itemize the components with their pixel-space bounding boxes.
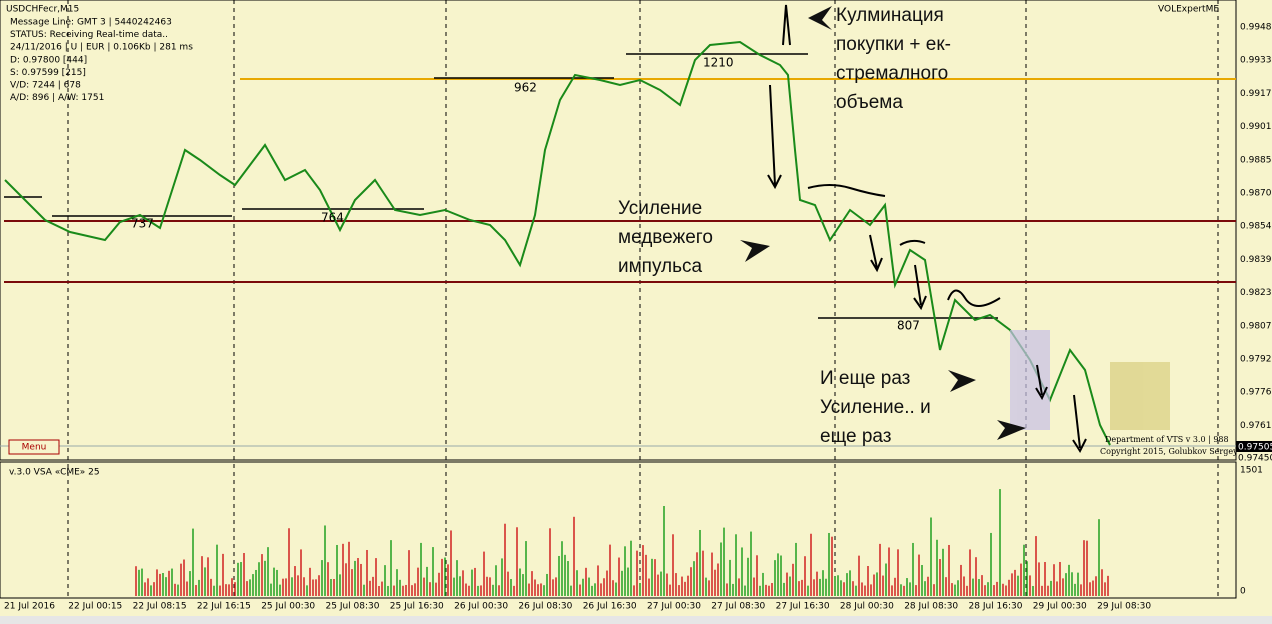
- time-label: 22 Jul 08:15: [133, 602, 187, 612]
- time-label: 25 Jul 16:30: [390, 602, 444, 612]
- price-label: 0.99485: [1240, 23, 1272, 33]
- annotation: объема: [836, 92, 903, 113]
- volume-profile: [1010, 330, 1170, 430]
- info-line: S: 0.97599 [215]: [10, 68, 86, 78]
- info-line: 24/11/2016 | U | EUR | 0.106Kb | 281 ms: [10, 43, 193, 53]
- volume-bars: [135, 489, 1109, 596]
- time-label: 29 Jul 08:30: [1097, 602, 1151, 612]
- level-label: 764: [321, 211, 344, 225]
- volume-label: 1501: [1240, 466, 1263, 476]
- price-label: 0.97450: [1238, 454, 1272, 464]
- level-label: 737: [131, 217, 154, 231]
- annotation: стремалного: [836, 63, 948, 84]
- annotation: Кулминация: [836, 5, 944, 26]
- price-label: 0.98855: [1240, 155, 1272, 165]
- pointer-arrows: [740, 6, 1026, 440]
- price-label: 0.97765: [1240, 388, 1272, 398]
- menu-button[interactable]: [8, 439, 60, 455]
- volume-title: v.3.0 VSA «CME» 25: [9, 468, 100, 478]
- current-price: 0.97505: [1238, 443, 1272, 453]
- time-label: 26 Jul 00:30: [454, 602, 508, 612]
- time-label: 26 Jul 16:30: [583, 602, 637, 612]
- price-label: 0.98075: [1240, 321, 1272, 331]
- time-label: 28 Jul 08:30: [904, 602, 958, 612]
- volume-label: 0: [1240, 587, 1246, 597]
- info-line: STATUS: Receiving Real-time data..: [10, 30, 168, 40]
- price-series: [4, 40, 1111, 446]
- annotation: медвежего: [618, 227, 713, 248]
- annotation: Усиление: [618, 198, 702, 219]
- annotation: И еще раз: [820, 368, 910, 389]
- info-line: D: 0.97800 [444]: [10, 55, 87, 65]
- time-label: 28 Jul 16:30: [969, 602, 1023, 612]
- annotation: еще раз: [820, 426, 891, 447]
- annotation: Усиление.. и: [820, 397, 931, 418]
- day-separators: [67, 0, 1219, 598]
- status-bar: [0, 616, 1272, 624]
- info-line: V/D: 7244 | 678: [10, 81, 81, 91]
- indicator-name: VOLExpertME: [1158, 5, 1219, 15]
- symbol: USDCHFecr,M15: [6, 5, 79, 15]
- menu-label[interactable]: Menu: [22, 443, 47, 453]
- volume-pane: [0, 461, 1237, 599]
- time-label: 27 Jul 08:30: [711, 602, 765, 612]
- price-label: 0.98545: [1240, 222, 1272, 232]
- price-pane: [0, 0, 1237, 461]
- time-label: 22 Jul 16:15: [197, 602, 251, 612]
- time-label: 28 Jul 00:30: [840, 602, 894, 612]
- time-label: 21 Jul 2016: [4, 602, 55, 612]
- level-label: 1210: [703, 56, 734, 70]
- time-label: 27 Jul 16:30: [776, 602, 830, 612]
- level-label: 807: [897, 319, 920, 333]
- credit: Department of VTS v 3.0 | 988: [1105, 435, 1229, 444]
- annotation: покупки + ек-: [836, 34, 951, 55]
- info-line: Message Line: GMT 3 | 5440242463: [10, 18, 172, 28]
- time-label: 27 Jul 00:30: [647, 602, 701, 612]
- current-price-box: [1236, 441, 1272, 452]
- time-label: 26 Jul 08:30: [518, 602, 572, 612]
- time-label: 25 Jul 08:30: [326, 602, 380, 612]
- time-label: 22 Jul 00:15: [68, 602, 122, 612]
- annotation: импульса: [618, 256, 703, 277]
- time-label: 25 Jul 00:30: [261, 602, 315, 612]
- level-label: 962: [514, 81, 537, 95]
- time-label: 29 Jul 00:30: [1033, 602, 1087, 612]
- drawn-arrows: [767, 4, 1087, 454]
- price-label: 0.97610: [1240, 421, 1272, 431]
- credit: Copyright 2015, Golubkov Sergey: [1100, 447, 1238, 456]
- info-line: A/D: 896 | A/W: 1751: [10, 93, 104, 103]
